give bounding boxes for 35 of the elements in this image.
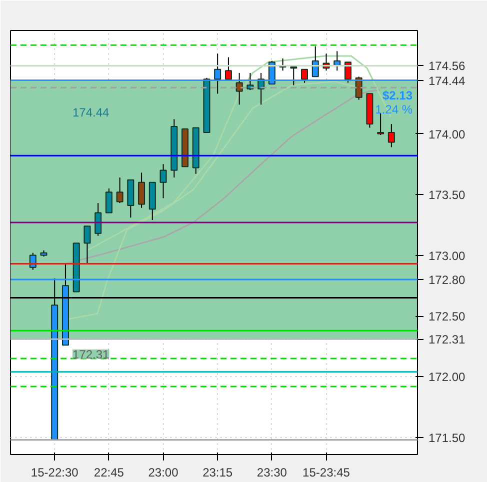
candlestick [290,66,298,86]
ref-line-label: 172.31 [428,332,466,347]
ref-line-label: 174.56 [428,59,466,74]
candlestick [344,62,352,84]
annotation: $2.13 [382,88,413,102]
candlestick [94,202,102,236]
candlestick [84,226,91,264]
annotation: 174.44 [72,106,110,120]
ref-line-label: 172.80 [428,273,466,288]
candlestick [160,164,167,199]
x-tick-label: 15-23:45 [302,466,350,480]
candlestick [224,56,232,80]
y-tick-label: 172.50 [428,310,466,324]
y-tick-label: 171.50 [428,430,466,445]
ref-line-label: 174.44 [428,74,466,88]
candlestick [236,72,243,106]
candlestick [116,177,124,204]
candlestick [301,68,308,84]
x-tick-label: 22:45 [94,466,124,480]
x-tick-label: 23:15 [202,466,233,480]
y-tick-label: 172.00 [428,370,466,384]
y-tick-label: 174.00 [428,127,466,142]
x-tick-label: 23:00 [148,466,179,480]
candlestick [312,46,319,78]
y-tick-label: 173.00 [428,248,466,263]
candlestick [388,124,395,148]
x-tick-label: 15-22:30 [30,466,79,480]
candlestick [377,112,384,136]
x-tick-label: 23:30 [256,466,288,480]
candlestick [105,188,112,214]
y-tick-label: 173.50 [428,188,466,202]
annotation: 1.24 % [375,102,413,116]
annotation: 172.31 [72,348,110,362]
candlestick [138,172,146,208]
candlestick [246,72,254,91]
